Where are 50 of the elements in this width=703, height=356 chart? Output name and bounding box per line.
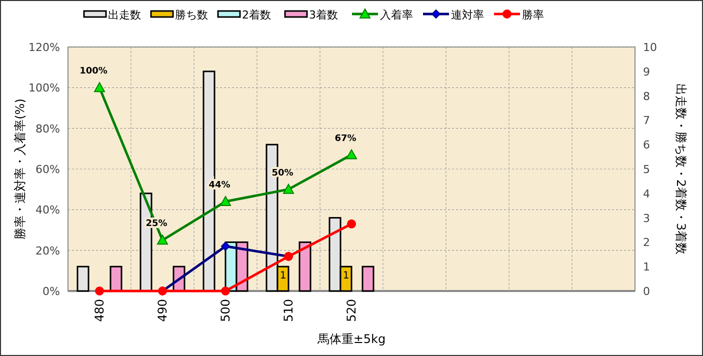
legend-label: 2着数	[242, 8, 271, 22]
point	[347, 219, 356, 228]
y2-tick-label: 9	[643, 65, 650, 78]
y-tick-label: 40%	[36, 204, 60, 217]
legend-label: 勝率	[522, 8, 544, 22]
bar	[110, 266, 122, 292]
x-tick-label: 510	[282, 299, 296, 322]
point	[157, 234, 168, 245]
y-tick-label: 60%	[36, 163, 60, 176]
y-tick-label: 120%	[28, 41, 60, 54]
legend-label: 出走数	[108, 8, 141, 22]
point	[220, 196, 231, 206]
bar	[76, 266, 90, 292]
bar	[298, 241, 312, 292]
point	[95, 286, 104, 296]
y2-tick-label: 10	[643, 41, 657, 54]
point	[221, 242, 230, 251]
y2-tick-label: 4	[643, 187, 650, 200]
y2-tick-label: 5	[643, 163, 650, 176]
data-label: 1	[280, 270, 286, 282]
legend-label: 勝ち数	[175, 8, 208, 22]
y2-tick-label: 0	[643, 285, 650, 298]
bar	[362, 266, 374, 292]
y2-axis-title: 出走数・勝ち数・2着数・3着数	[674, 83, 688, 255]
data-label: 67%	[334, 134, 356, 144]
legend-label: 3着数	[309, 8, 338, 22]
y-axis-title: 勝率・連対率・入着率(%)	[13, 98, 27, 240]
y-tick-label: 20%	[36, 244, 60, 258]
y2-tick-label: 2	[643, 236, 650, 250]
y2-tick-label: 3	[643, 212, 650, 225]
legend-label: 入着率	[380, 8, 413, 22]
point	[94, 82, 105, 92]
y2-tick-label: 7	[643, 114, 650, 128]
x-tick-label: 500	[218, 299, 232, 322]
point	[346, 149, 357, 160]
y2-tick-label: 8	[643, 90, 650, 103]
point	[283, 184, 294, 194]
y2-tick-label: 6	[643, 138, 650, 152]
data-label: 1	[342, 270, 350, 282]
y-tick-label: 100%	[28, 82, 60, 95]
y2-tick-label: 1	[643, 260, 650, 274]
point	[221, 286, 230, 296]
y-tick-label: 0%	[42, 285, 60, 298]
x-axis-title: 馬体重±5kg	[316, 332, 386, 346]
x-tick-label: 490	[156, 299, 170, 322]
x-tick-label: 480	[92, 299, 106, 322]
data-label: 100%	[80, 66, 108, 77]
x-tick-label: 520	[344, 299, 358, 322]
legend-label: 連対率	[451, 8, 484, 22]
y-tick-label: 80%	[36, 122, 60, 136]
